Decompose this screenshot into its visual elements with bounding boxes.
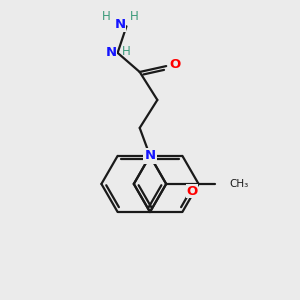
Text: N: N (106, 46, 117, 59)
Text: O: O (187, 185, 198, 198)
Text: N: N (114, 18, 125, 32)
Text: O: O (169, 58, 181, 71)
Text: CH₃: CH₃ (230, 179, 249, 189)
Text: H: H (122, 45, 130, 58)
Text: H: H (101, 11, 110, 23)
Text: N: N (144, 149, 156, 162)
Text: H: H (129, 11, 138, 23)
